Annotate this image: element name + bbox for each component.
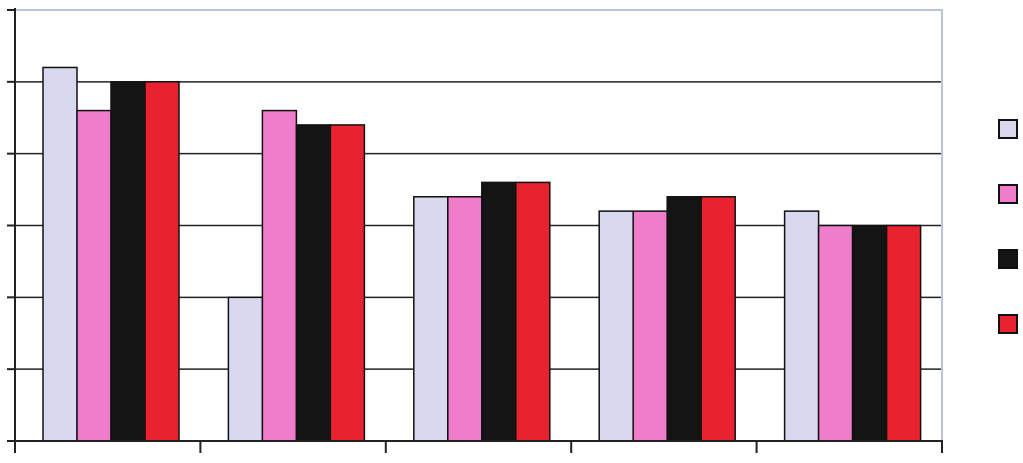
bar — [295, 124, 332, 442]
bar — [447, 196, 483, 442]
bar — [598, 210, 634, 442]
bar — [783, 210, 820, 442]
bar — [666, 196, 702, 442]
bar — [481, 181, 517, 442]
bar — [700, 196, 736, 442]
legend-swatch — [998, 314, 1018, 334]
legend-swatch — [998, 184, 1018, 204]
bar — [144, 81, 180, 442]
axes — [7, 8, 943, 453]
bar — [885, 224, 922, 442]
bar — [413, 196, 449, 442]
bar — [851, 224, 888, 442]
bar — [261, 109, 298, 442]
bar — [329, 124, 366, 442]
bar — [42, 66, 78, 442]
bar — [515, 181, 551, 442]
legend-swatch — [998, 119, 1018, 139]
legend — [998, 119, 1018, 334]
bar — [632, 210, 668, 442]
bar — [76, 109, 112, 442]
legend-swatch — [998, 249, 1018, 269]
bars — [42, 66, 922, 442]
bar — [817, 224, 854, 442]
bar — [227, 296, 264, 442]
bar — [110, 81, 146, 442]
